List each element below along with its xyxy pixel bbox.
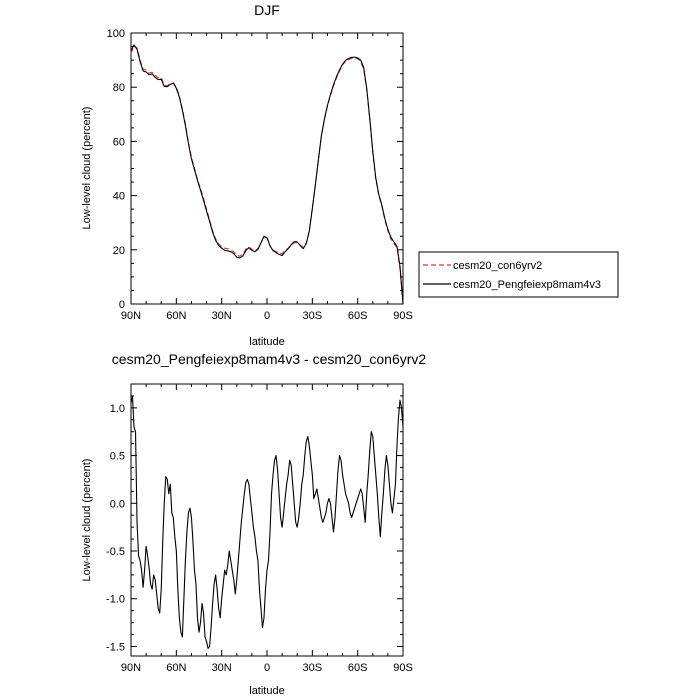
bottom-chart-title: cesm20_Pengfeiexp8mam4v3 - cesm20_con6yr… [112, 351, 427, 367]
top-x-tick-label: 60S [348, 310, 368, 322]
bottom-x-tick-label: 90N [121, 662, 141, 674]
top-x-tick-labels: 90N 60N 30N 0 30S 60S 90S [121, 310, 413, 322]
top-axis-ticks [130, 32, 404, 305]
bottom-x-tick-label: 30N [212, 662, 232, 674]
bottom-x-tick-label: 0 [264, 662, 270, 674]
top-x-tick-label: 0 [264, 310, 270, 322]
bottom-y-tick-label: -1.5 [106, 641, 125, 653]
bottom-x-tick-label: 30S [303, 662, 323, 674]
top-panel: DJF 0 20 40 60 80 100 90N 60N 30N 0 30S 60S 90S lat… [81, 2, 413, 348]
top-series-group [130, 44, 404, 305]
top-x-tick-label: 90S [393, 310, 413, 322]
bottom-series-group [130, 395, 404, 649]
legend: cesm20_con6yrv2 cesm20_Pengfeiexp8mam4v3 [418, 251, 619, 298]
bottom-y-tick-labels: -1.5 -1.0 -0.5 0.0 0.5 1.0 [106, 403, 125, 654]
bottom-series-line-difference [130, 395, 404, 649]
top-x-tick-label: 60N [166, 310, 186, 322]
legend-label-pengfei: cesm20_Pengfeiexp8mam4v3 [453, 279, 601, 291]
bottom-x-tick-label: 60S [348, 662, 368, 674]
bottom-x-tick-labels: 90N 60N 30N 0 30S 60S 90S [121, 662, 413, 674]
top-x-tick-label: 90N [121, 310, 141, 322]
top-y-tick-label: 80 [113, 82, 125, 94]
bottom-y-tick-label: 0.5 [110, 451, 125, 463]
bottom-y-tick-label: -1.0 [106, 594, 125, 606]
top-y-axis-label: Low-level cloud (percent) [81, 107, 93, 230]
top-series-line-cesm20_con6yrv2 [130, 45, 404, 303]
top-series-line-cesm20_Pengfeiexp8mam4v3 [130, 44, 404, 305]
bottom-y-tick-label: 1.0 [110, 403, 125, 415]
top-x-tick-label: 30N [212, 310, 232, 322]
top-x-tick-label: 30S [303, 310, 323, 322]
top-y-tick-label: 60 [113, 136, 125, 148]
bottom-x-axis-label: latitude [249, 685, 284, 697]
top-y-tick-label: 40 [113, 191, 125, 203]
bottom-y-tick-label: -0.5 [106, 546, 125, 558]
top-y-tick-label: 20 [113, 245, 125, 257]
top-y-tick-label: 100 [107, 28, 125, 40]
top-y-tick-labels: 0 20 40 60 80 100 [107, 28, 125, 311]
bottom-panel: cesm20_Pengfeiexp8mam4v3 - cesm20_con6yr… [81, 351, 426, 697]
top-plot-frame [130, 32, 404, 305]
bottom-axis-ticks [130, 383, 404, 656]
legend-label-con6yrv2: cesm20_con6yrv2 [453, 260, 542, 272]
bottom-x-tick-label: 90S [393, 662, 413, 674]
top-x-axis-label: latitude [249, 336, 284, 348]
bottom-x-tick-label: 60N [166, 662, 186, 674]
top-y-tick-label: 0 [119, 299, 125, 311]
top-chart-title: DJF [254, 2, 280, 18]
bottom-plot-frame [130, 383, 404, 657]
bottom-y-tick-label: 0.0 [110, 498, 125, 510]
bottom-y-axis-label: Low-level cloud (percent) [81, 459, 93, 582]
legend-box [418, 251, 619, 298]
